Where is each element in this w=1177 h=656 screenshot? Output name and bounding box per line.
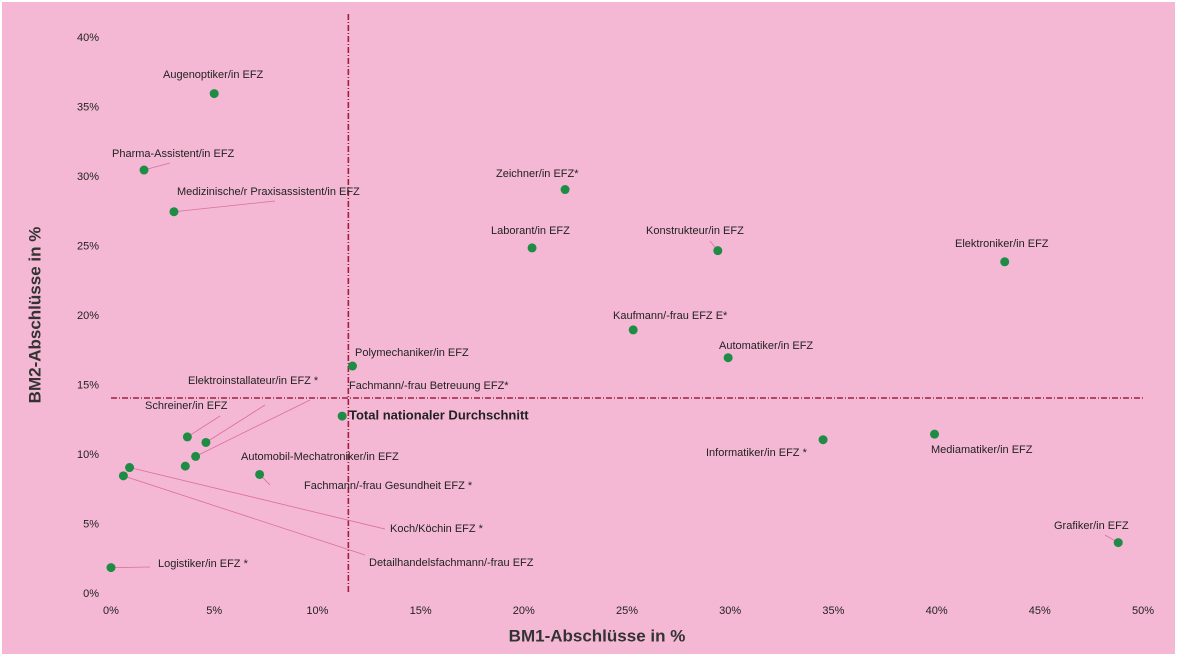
point (930, 429, 940, 439)
point (191, 451, 201, 461)
point-label: Medizinische/r Praxisassistent/in EFZ (177, 186, 360, 198)
point (201, 437, 211, 447)
y-tick-label: 20% (77, 310, 99, 322)
y-tick-label: 25% (77, 240, 99, 252)
x-tick-label: 45% (1029, 605, 1051, 617)
y-axis-title: BM2-Abschlüsse in % (25, 227, 44, 404)
point-label: Grafiker/in EFZ (1054, 520, 1129, 532)
leader-line (173, 200, 276, 213)
y-tick-label: 35% (77, 101, 99, 113)
point-label: Konstrukteur/in EFZ (646, 225, 744, 237)
x-axis-title: BM1-Abschlüsse in % (509, 626, 686, 645)
y-tick-label: 40% (77, 32, 99, 44)
point-label: Schreiner/in EFZ (145, 400, 228, 412)
point-label: Logistiker/in EFZ * (158, 558, 249, 570)
point-label: Augenoptiker/in EFZ (163, 69, 264, 81)
point-label: Fachmann/-frau Betreuung EFZ* (349, 380, 509, 392)
point-label: Koch/Köchin EFZ * (390, 523, 484, 535)
point (118, 471, 128, 481)
point-label: Mediamatiker/in EFZ (931, 444, 1033, 456)
point (125, 463, 135, 473)
y-tick-label: 5% (83, 518, 99, 530)
x-tick-label: 40% (926, 605, 948, 617)
x-tick-label: 15% (410, 605, 432, 617)
point (255, 469, 265, 479)
point (723, 353, 733, 363)
point-label: Automobil-Mechatroniker/in EFZ (241, 451, 399, 463)
x-tick-label: 0% (103, 605, 119, 617)
x-tick-label: 20% (513, 605, 535, 617)
point-label: Elektroniker/in EFZ (955, 238, 1049, 250)
y-tick-label: 10% (77, 449, 99, 461)
x-tick-label: 35% (822, 605, 844, 617)
point (1113, 538, 1123, 548)
leader-line (187, 415, 221, 438)
point-label: Kaufmann/-frau EFZ E* (613, 310, 728, 322)
point-label: Informatiker/in EFZ * (706, 447, 808, 459)
point-label: Polymechaniker/in EFZ (355, 347, 469, 359)
point (560, 185, 570, 195)
x-tick-label: 25% (616, 605, 638, 617)
point (527, 243, 537, 253)
leader-line (205, 404, 266, 443)
point (628, 325, 638, 335)
point (818, 435, 828, 445)
x-tick-label: 30% (719, 605, 741, 617)
x-tick-label: 10% (306, 605, 328, 617)
point (106, 563, 116, 573)
point-label: Automatiker/in EFZ (719, 340, 813, 352)
y-tick-label: 0% (83, 588, 99, 600)
point (209, 89, 219, 99)
point (347, 361, 357, 371)
leader-line (195, 399, 311, 457)
point-label: Detailhandelsfachmann/-frau EFZ (369, 557, 534, 569)
x-tick-label: 5% (206, 605, 222, 617)
point-label: Laborant/in EFZ (491, 225, 570, 237)
point (713, 246, 723, 256)
point-label: Pharma-Assistent/in EFZ (112, 148, 235, 160)
point-label: Elektroinstallateur/in EFZ * (188, 375, 319, 387)
leader-line (110, 566, 151, 568)
point-label: Fachmann/-frau Gesundheit EFZ * (304, 480, 473, 492)
x-tick-label: 50% (1132, 605, 1154, 617)
point (1000, 257, 1010, 267)
point (337, 411, 347, 421)
point (182, 432, 192, 442)
leader-line (123, 475, 366, 556)
leader-line (129, 467, 386, 530)
y-tick-label: 15% (77, 379, 99, 391)
point (139, 165, 149, 175)
point (169, 207, 179, 217)
point-label: Zeichner/in EFZ* (496, 168, 579, 180)
y-tick-label: 30% (77, 171, 99, 183)
point (180, 461, 190, 471)
point-label: Total nationaler Durchschnitt (349, 407, 529, 422)
